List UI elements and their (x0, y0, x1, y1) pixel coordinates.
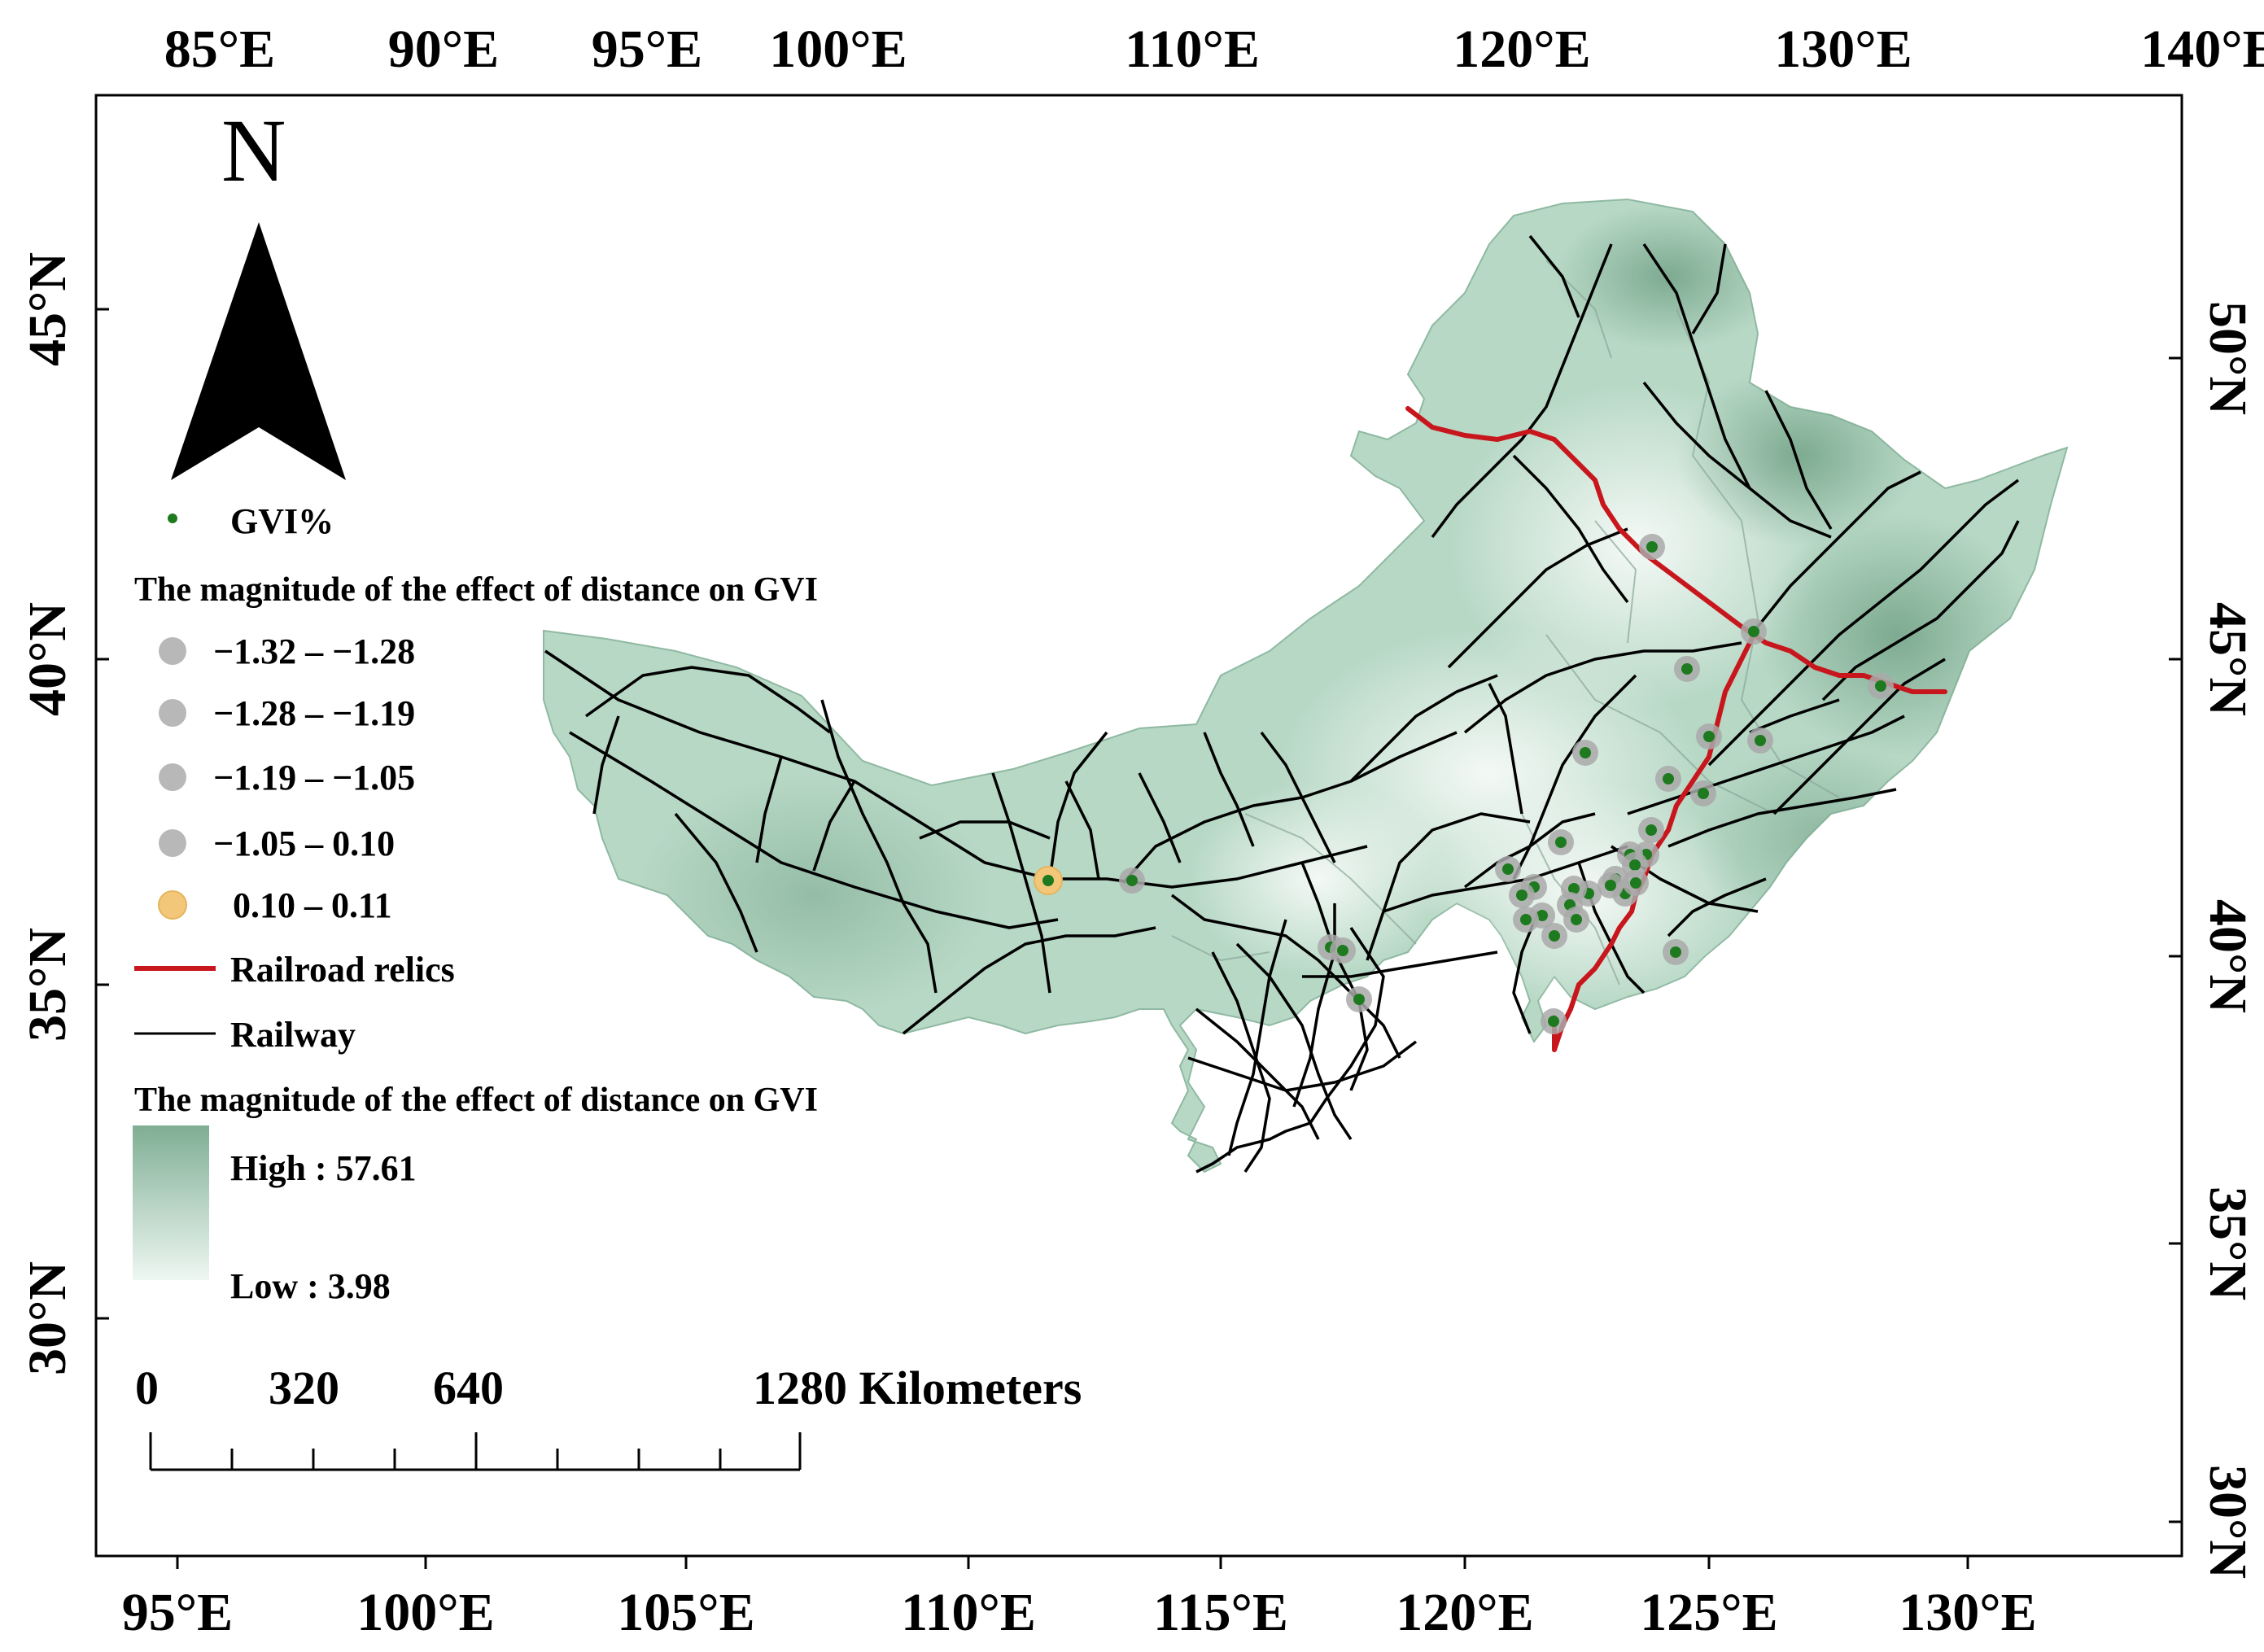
gvi-point (1568, 883, 1580, 894)
axis-ticks (96, 308, 2182, 1569)
left-latitude-label: 45°N (18, 252, 77, 366)
gvi-point (1571, 914, 1582, 925)
left-latitude-label: 40°N (18, 602, 77, 716)
north-arrow: N (171, 101, 346, 480)
gvi-point (1698, 788, 1709, 799)
legend-color-ramp (133, 1125, 209, 1280)
top-longitude-label: 85°E (164, 20, 275, 79)
legend-gvi-label: GVI% (230, 501, 334, 541)
scale-label: 640 (433, 1361, 504, 1414)
right-latitude-label: 40°N (2198, 899, 2257, 1013)
bottom-longitude-label: 115°E (1153, 1583, 1288, 1642)
gvi-point (1605, 880, 1616, 891)
right-latitude-label: 35°N (2198, 1187, 2257, 1300)
left-latitude-label: 35°N (18, 928, 77, 1042)
top-longitude-label: 95°E (592, 20, 702, 79)
right-latitude-label: 45°N (2198, 602, 2257, 716)
bottom-longitude-label: 110°E (901, 1583, 1036, 1642)
legend-class-symbol (159, 637, 186, 665)
top-longitude-label: 100°E (769, 20, 907, 79)
gvi-point (1681, 663, 1693, 675)
gvi-point (1536, 910, 1548, 921)
gvi-point (1670, 946, 1681, 958)
gvi-point (1520, 914, 1532, 925)
legend-class-symbol (159, 829, 186, 857)
legend-class-label: −1.32 – −1.28 (213, 632, 415, 671)
legend-railroad-relics-label: Railroad relics (230, 950, 455, 990)
legend: GVI% The magnitude of the effect of dist… (133, 501, 818, 1306)
bottom-longitude-label: 95°E (122, 1583, 233, 1642)
top-longitude-label: 110°E (1125, 20, 1260, 79)
bottom-longitude-label: 105°E (617, 1583, 754, 1642)
railway-network (544, 234, 2020, 1173)
gvi-point (1502, 863, 1514, 875)
bottom-longitude-label: 125°E (1640, 1583, 1777, 1642)
bottom-longitude-label: 120°E (1396, 1583, 1533, 1642)
gvi-point (1555, 837, 1567, 848)
scale-label: 320 (269, 1361, 339, 1414)
legend-class-symbol (158, 890, 187, 920)
gvi-point (1646, 824, 1657, 836)
top-longitude-label: 90°E (388, 20, 499, 79)
gvi-point (1548, 1016, 1559, 1027)
axis-labels: 85°E 90°E 95°E 100°E 110°E 120°E 130°E 140°E 95°… (18, 20, 2264, 1642)
legend-class-label: −1.19 – −1.05 (213, 758, 415, 798)
gvi-point (1748, 626, 1759, 637)
gvi-point (1580, 747, 1591, 758)
legend-class-symbol (159, 699, 186, 727)
gvi-point (1630, 877, 1641, 889)
gvi-point (1703, 731, 1715, 742)
legend-high-label: High : 57.61 (230, 1148, 417, 1188)
scale-bar: 0 320 640 1280 Kilometers (135, 1361, 1082, 1471)
top-longitude-label: 130°E (1774, 20, 1912, 79)
bottom-longitude-label: 100°E (356, 1583, 494, 1642)
north-arrow-icon (171, 222, 346, 480)
legend-class-label: 0.10 – 0.11 (233, 885, 392, 925)
gvi-points (1034, 534, 1894, 1034)
legend-class-label: −1.05 – 0.10 (213, 824, 395, 863)
legend-railway-label: Railway (230, 1015, 356, 1055)
scale-label: 1280 Kilometers (753, 1361, 1082, 1414)
gvi-point (1042, 875, 1054, 886)
top-longitude-label: 120°E (1453, 20, 1590, 79)
legend-low-label: Low : 3.98 (230, 1266, 391, 1306)
scale-label: 0 (135, 1361, 159, 1414)
legend-class-label: −1.28 – −1.19 (213, 693, 415, 733)
gvi-point (1337, 945, 1348, 956)
legend-class-symbol (159, 763, 186, 791)
gvi-point (1755, 735, 1766, 746)
gvi-point (1126, 875, 1138, 886)
north-arrow-label: N (221, 101, 286, 200)
gvi-point (1549, 930, 1560, 942)
legend-gvi-dot (168, 514, 177, 523)
right-latitude-label: 50°N (2198, 301, 2257, 415)
region-surface (543, 198, 2069, 1173)
gvi-point (1353, 994, 1365, 1005)
gvi-point (1663, 773, 1674, 784)
bottom-longitude-label: 130°E (1899, 1583, 2036, 1642)
map-frame (94, 94, 2183, 1558)
scale-bar-line (149, 1432, 802, 1471)
top-longitude-label: 140°E (2140, 20, 2264, 79)
left-latitude-label: 30°N (18, 1261, 77, 1375)
gvi-point (1875, 680, 1886, 692)
legend-effect-title: The magnitude of the effect of distance … (134, 571, 818, 609)
gvi-point (1516, 889, 1528, 901)
legend-surface-title: The magnitude of the effect of distance … (134, 1082, 818, 1119)
gvi-point (1646, 541, 1658, 553)
right-latitude-label: 30°N (2198, 1465, 2257, 1579)
gvi-point (1629, 859, 1641, 871)
